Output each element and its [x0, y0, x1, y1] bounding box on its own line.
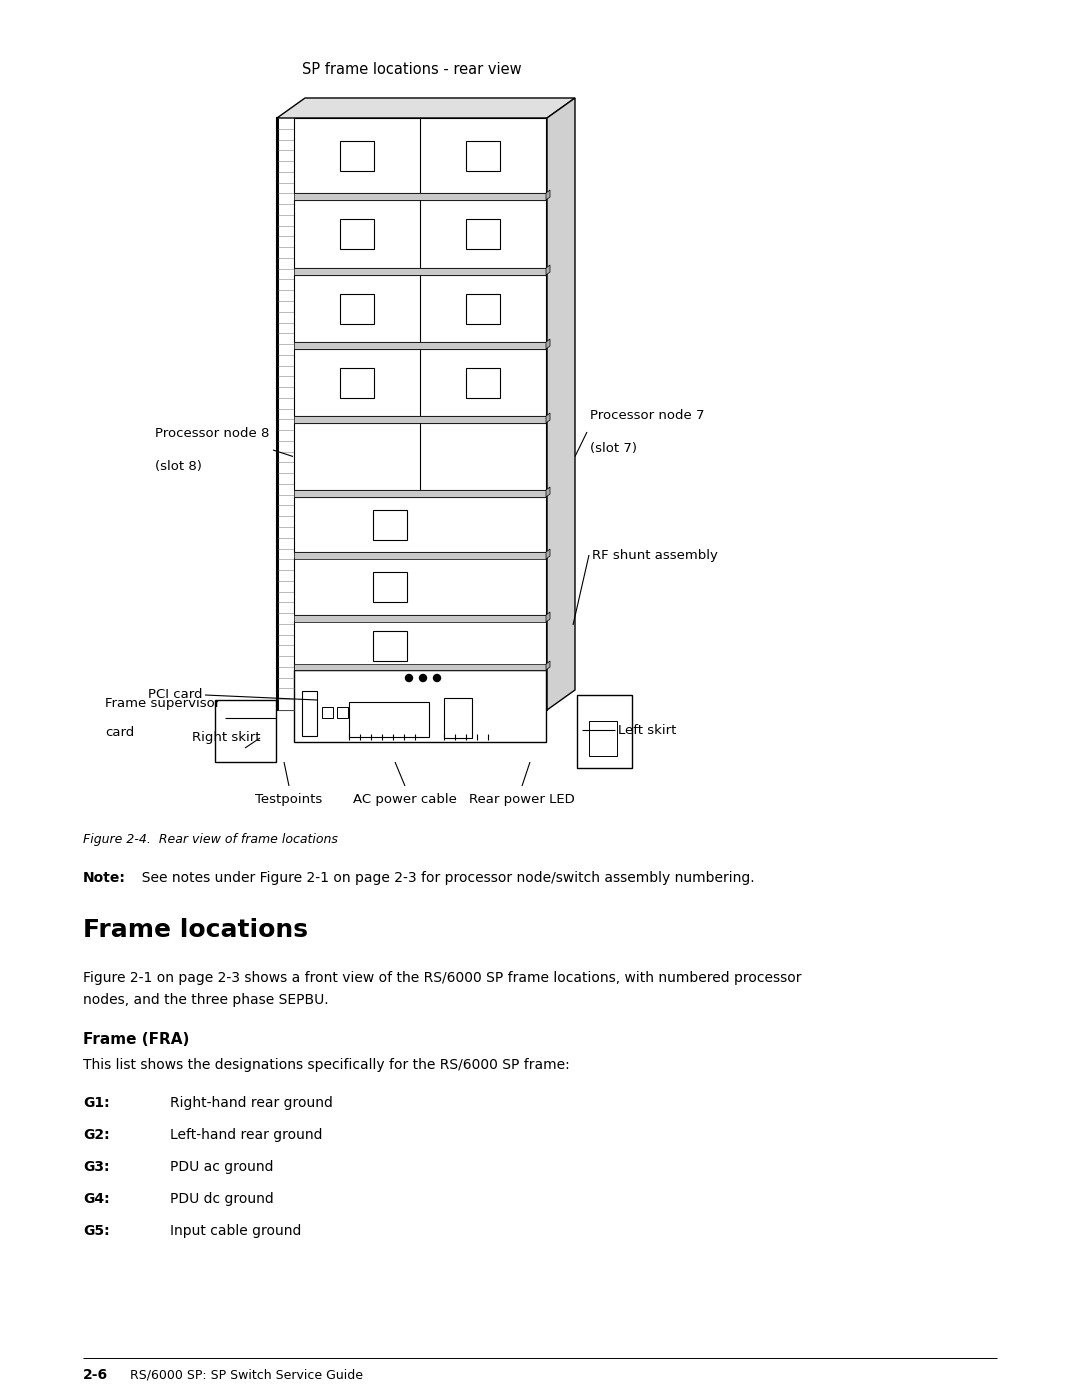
Bar	[294, 664, 546, 671]
Bar	[294, 275, 546, 342]
Text: Figure 2-4.  Rear view of frame locations: Figure 2-4. Rear view of frame locations	[83, 834, 338, 847]
Bar	[294, 268, 546, 275]
Bar	[340, 219, 374, 249]
Circle shape	[419, 675, 427, 682]
Text: Processor node 8: Processor node 8	[156, 427, 269, 440]
Bar	[294, 193, 546, 200]
Text: PCI card: PCI card	[148, 689, 203, 701]
Bar	[294, 200, 546, 268]
Bar	[340, 141, 374, 170]
Bar	[589, 721, 617, 756]
Text: 16: 16	[348, 148, 366, 162]
Bar	[577, 694, 632, 768]
Text: (slot 8): (slot 8)	[156, 460, 202, 474]
Bar	[294, 497, 546, 552]
Text: Left-hand rear ground: Left-hand rear ground	[170, 1127, 323, 1141]
Text: Rear power LED: Rear power LED	[469, 793, 575, 806]
Text: Right skirt: Right skirt	[192, 732, 260, 745]
Text: Processor node 7: Processor node 7	[590, 409, 704, 422]
Bar	[465, 219, 500, 249]
Text: Frame supervisor: Frame supervisor	[105, 697, 220, 710]
Text: RF shunt assembly: RF shunt assembly	[592, 549, 718, 562]
Bar	[294, 671, 546, 742]
Text: 12: 12	[348, 302, 366, 316]
Text: 2-6: 2-6	[83, 1368, 108, 1382]
Bar	[294, 552, 546, 559]
Bar	[294, 349, 546, 416]
Polygon shape	[546, 98, 575, 710]
Bar	[373, 630, 407, 661]
Bar	[294, 342, 546, 349]
Text: PDU ac ground: PDU ac ground	[170, 1160, 273, 1173]
Bar	[322, 707, 333, 718]
Text: 13: 13	[474, 226, 491, 242]
Text: (slot 7): (slot 7)	[590, 441, 637, 455]
Circle shape	[433, 675, 441, 682]
Bar	[294, 117, 546, 193]
Text: This list shows the designations specifically for the RS/6000 SP frame:: This list shows the designations specifi…	[83, 1058, 570, 1071]
Text: G4:: G4:	[83, 1192, 110, 1206]
Bar	[302, 692, 318, 736]
Text: 3: 3	[386, 580, 394, 594]
Text: Input cable ground: Input cable ground	[170, 1224, 301, 1238]
Bar	[340, 367, 374, 398]
Polygon shape	[276, 98, 575, 117]
Text: 9: 9	[478, 376, 487, 390]
Polygon shape	[546, 612, 550, 622]
Polygon shape	[546, 488, 550, 497]
Text: G5:: G5:	[83, 1224, 110, 1238]
Bar	[465, 141, 500, 170]
Text: 14: 14	[348, 226, 366, 242]
Bar	[444, 698, 472, 738]
Bar	[294, 416, 546, 423]
Text: card: card	[105, 726, 134, 739]
Text: Frame (FRA): Frame (FRA)	[83, 1032, 189, 1048]
Polygon shape	[546, 661, 550, 671]
Text: See notes under Figure 2-1 on page 2-3 for processor node/switch assembly number: See notes under Figure 2-1 on page 2-3 f…	[133, 870, 755, 886]
Bar	[340, 293, 374, 324]
Text: Figure 2-1 on page 2-3 shows a front view of the RS/6000 SP frame locations, wit: Figure 2-1 on page 2-3 shows a front vie…	[83, 971, 801, 985]
Bar	[349, 703, 429, 738]
Text: G2:: G2:	[83, 1127, 110, 1141]
Text: nodes, and the three phase SEPBU.: nodes, and the three phase SEPBU.	[83, 993, 328, 1007]
Text: AC power cable: AC power cable	[353, 793, 457, 806]
Bar	[276, 117, 546, 710]
Text: Note:: Note:	[83, 870, 126, 886]
Text: Testpoints: Testpoints	[255, 793, 323, 806]
Bar	[294, 490, 546, 497]
Bar	[294, 423, 546, 490]
Polygon shape	[546, 549, 550, 559]
Text: 10: 10	[348, 376, 366, 390]
Polygon shape	[546, 265, 550, 275]
Polygon shape	[546, 190, 550, 200]
Text: 11: 11	[474, 302, 491, 316]
Text: 5: 5	[386, 517, 394, 531]
Bar	[294, 615, 546, 622]
Circle shape	[405, 675, 413, 682]
Polygon shape	[546, 414, 550, 423]
Bar	[373, 510, 407, 539]
Bar	[278, 117, 295, 710]
Bar	[465, 293, 500, 324]
Bar	[215, 700, 276, 761]
Text: 15: 15	[474, 148, 491, 162]
Text: G3:: G3:	[83, 1160, 109, 1173]
Text: Frame locations: Frame locations	[83, 918, 308, 942]
Bar	[294, 557, 546, 615]
Text: 2: 2	[386, 638, 394, 652]
Bar	[337, 707, 348, 718]
Bar	[294, 622, 546, 671]
Text: PDU dc ground: PDU dc ground	[170, 1192, 273, 1206]
Bar	[373, 571, 407, 602]
Text: Left skirt: Left skirt	[618, 724, 676, 736]
Text: Right-hand rear ground: Right-hand rear ground	[170, 1097, 333, 1111]
Text: SP frame locations - rear view: SP frame locations - rear view	[302, 63, 522, 77]
Bar	[465, 367, 500, 398]
Text: RS/6000 SP: SP Switch Service Guide: RS/6000 SP: SP Switch Service Guide	[130, 1369, 363, 1382]
Polygon shape	[546, 339, 550, 349]
Text: G1:: G1:	[83, 1097, 110, 1111]
